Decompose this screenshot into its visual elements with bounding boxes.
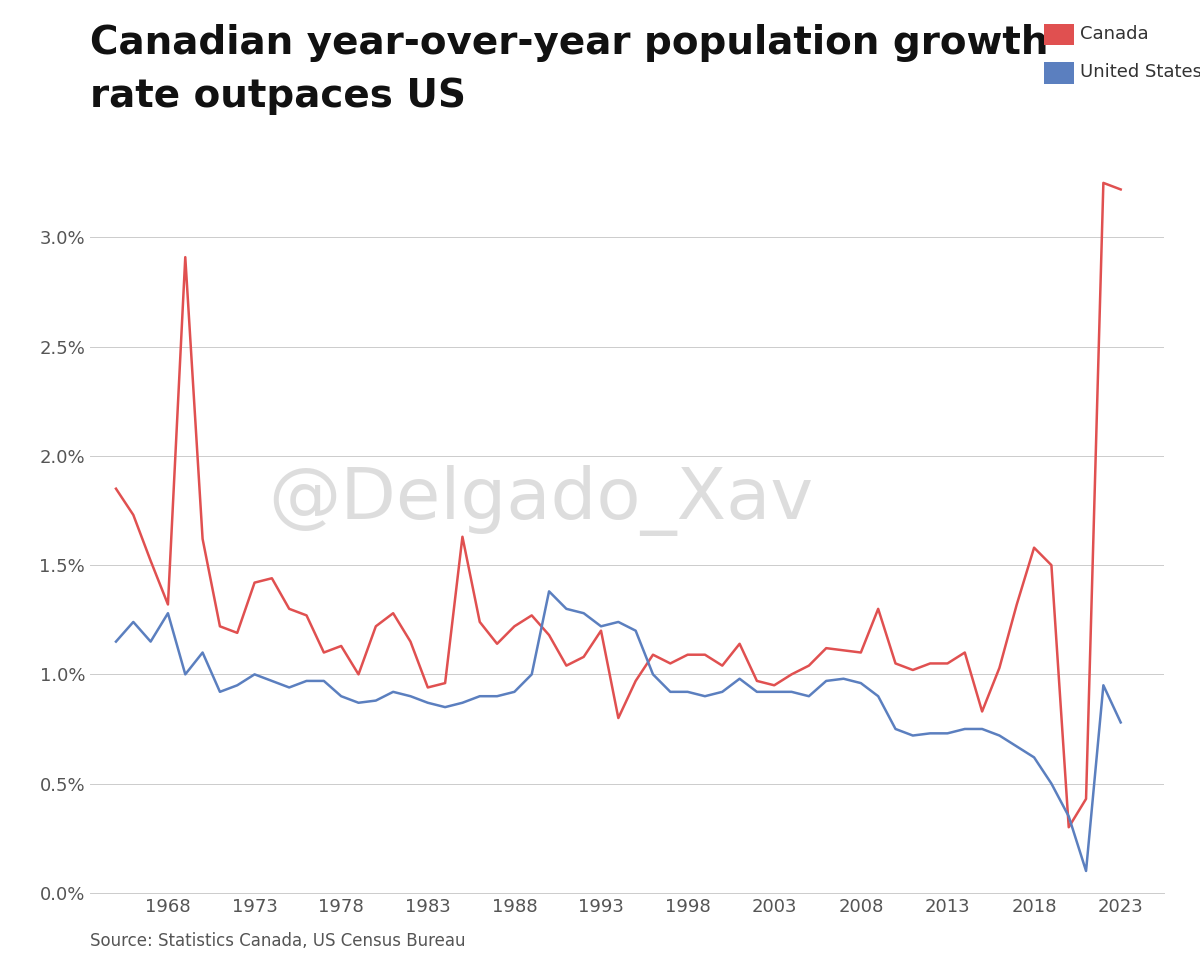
Text: United States: United States bbox=[1080, 63, 1200, 82]
Text: @Delgado_Xav: @Delgado_Xav bbox=[269, 466, 814, 537]
Text: Source: Statistics Canada, US Census Bureau: Source: Statistics Canada, US Census Bur… bbox=[90, 932, 466, 950]
Text: Canadian year-over-year population growth: Canadian year-over-year population growt… bbox=[90, 24, 1049, 62]
Text: rate outpaces US: rate outpaces US bbox=[90, 77, 466, 115]
Text: Canada: Canada bbox=[1080, 25, 1148, 43]
